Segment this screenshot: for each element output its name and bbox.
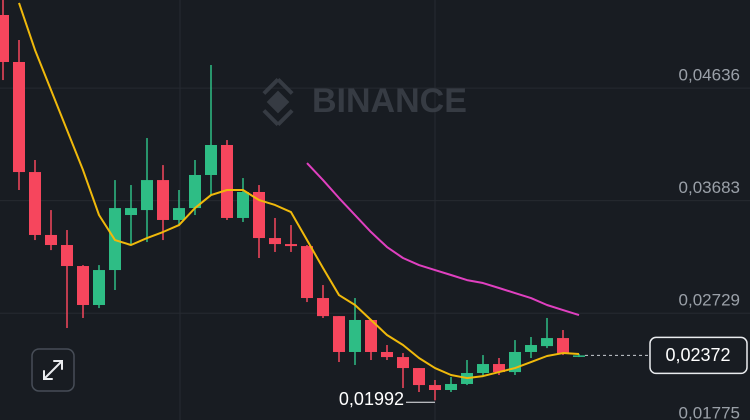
- candle-body: [253, 191, 265, 239]
- candle-body: [45, 234, 57, 246]
- candle-body: [269, 238, 281, 245]
- y-tick-label: 0,02729: [679, 291, 740, 310]
- last-price-box: [649, 336, 748, 375]
- expand-icon[interactable]: [43, 360, 63, 380]
- candle-body: [285, 244, 297, 247]
- candle-body: [333, 316, 345, 352]
- candle-body: [525, 345, 537, 352]
- candle-body: [77, 266, 89, 305]
- watermark-text: BINANCE: [312, 82, 467, 120]
- candle-body: [173, 208, 185, 220]
- candle-body: [381, 351, 393, 358]
- candle-body: [429, 385, 441, 391]
- candle-body: [397, 357, 409, 369]
- candle-body: [365, 319, 377, 352]
- y-tick-label: 0,03683: [679, 178, 740, 197]
- candle-body: [29, 172, 41, 235]
- min-label: 0,01992: [339, 389, 404, 409]
- y-tick-label: 0,01775: [679, 403, 740, 420]
- candle-body: [141, 180, 153, 211]
- candle-body: [221, 144, 233, 218]
- expand-button[interactable]: [31, 348, 75, 392]
- candle-body: [157, 180, 169, 220]
- candle-body: [237, 191, 249, 218]
- candle-body: [349, 319, 361, 352]
- candle-body: [189, 174, 201, 209]
- candle-body: [301, 246, 313, 299]
- candle-body: [125, 208, 137, 216]
- candle-body: [93, 270, 105, 305]
- y-tick-label: 0,04636: [679, 66, 740, 85]
- last-price-label: 0,02372: [665, 345, 730, 365]
- candle-body: [477, 364, 489, 374]
- watermark: BINANCE: [262, 77, 467, 127]
- candle-body: [13, 61, 25, 173]
- candle-body: [493, 364, 505, 373]
- candle-body: [413, 368, 425, 386]
- moving-average-line: [306, 162, 580, 316]
- candle-body: [541, 338, 553, 347]
- candle-body: [0, 14, 9, 62]
- watermark-logo: [262, 77, 294, 127]
- moving-average-line: [18, 2, 580, 380]
- candle-body: [205, 144, 217, 175]
- candle-body: [445, 383, 457, 391]
- candle-body: [61, 245, 73, 267]
- candle-body: [317, 298, 329, 317]
- candle-body: [557, 338, 569, 354]
- candle-body: [573, 355, 585, 357]
